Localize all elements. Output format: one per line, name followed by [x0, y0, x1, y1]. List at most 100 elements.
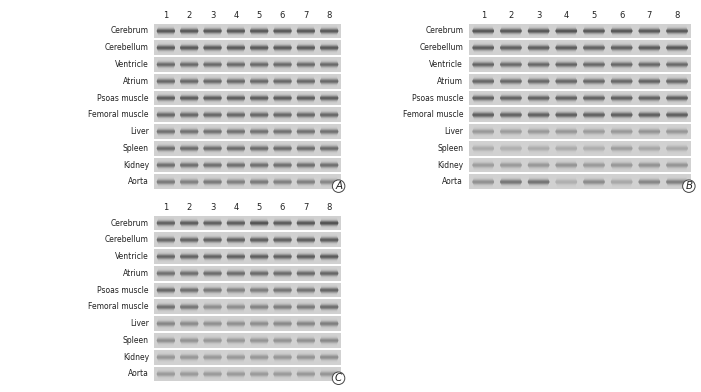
FancyBboxPatch shape — [501, 79, 521, 80]
FancyBboxPatch shape — [275, 320, 291, 321]
FancyBboxPatch shape — [228, 52, 244, 53]
FancyBboxPatch shape — [252, 42, 267, 43]
FancyBboxPatch shape — [502, 143, 520, 144]
FancyBboxPatch shape — [204, 32, 222, 33]
FancyBboxPatch shape — [275, 109, 290, 110]
FancyBboxPatch shape — [228, 252, 244, 253]
FancyBboxPatch shape — [557, 68, 576, 69]
FancyBboxPatch shape — [203, 222, 222, 223]
FancyBboxPatch shape — [322, 86, 337, 87]
FancyBboxPatch shape — [274, 130, 292, 131]
FancyBboxPatch shape — [298, 261, 313, 262]
FancyBboxPatch shape — [274, 371, 291, 372]
FancyBboxPatch shape — [158, 270, 174, 271]
FancyBboxPatch shape — [320, 183, 338, 184]
FancyBboxPatch shape — [180, 115, 198, 116]
FancyBboxPatch shape — [639, 162, 659, 163]
FancyBboxPatch shape — [557, 50, 576, 51]
FancyBboxPatch shape — [640, 178, 659, 179]
FancyBboxPatch shape — [320, 180, 338, 181]
FancyBboxPatch shape — [298, 276, 314, 277]
FancyBboxPatch shape — [252, 119, 267, 120]
FancyBboxPatch shape — [613, 176, 631, 177]
FancyBboxPatch shape — [556, 62, 576, 63]
FancyBboxPatch shape — [583, 180, 604, 181]
FancyBboxPatch shape — [321, 310, 337, 311]
FancyBboxPatch shape — [528, 29, 549, 30]
FancyBboxPatch shape — [585, 26, 604, 27]
FancyBboxPatch shape — [474, 26, 493, 27]
FancyBboxPatch shape — [557, 185, 576, 186]
FancyBboxPatch shape — [474, 145, 493, 146]
FancyBboxPatch shape — [205, 218, 220, 219]
FancyBboxPatch shape — [158, 25, 174, 26]
FancyBboxPatch shape — [181, 134, 197, 135]
FancyBboxPatch shape — [321, 162, 337, 163]
FancyBboxPatch shape — [298, 83, 314, 84]
FancyBboxPatch shape — [204, 258, 221, 259]
FancyBboxPatch shape — [250, 307, 268, 308]
FancyBboxPatch shape — [667, 82, 688, 83]
FancyBboxPatch shape — [158, 304, 174, 305]
FancyBboxPatch shape — [556, 29, 577, 30]
FancyBboxPatch shape — [501, 31, 522, 32]
FancyBboxPatch shape — [157, 79, 175, 80]
FancyBboxPatch shape — [205, 335, 220, 336]
FancyBboxPatch shape — [472, 80, 494, 81]
FancyBboxPatch shape — [228, 277, 244, 278]
FancyBboxPatch shape — [251, 225, 268, 226]
FancyBboxPatch shape — [667, 61, 686, 62]
FancyBboxPatch shape — [298, 345, 313, 346]
FancyBboxPatch shape — [502, 136, 520, 137]
FancyBboxPatch shape — [227, 63, 245, 64]
FancyBboxPatch shape — [583, 148, 605, 149]
FancyBboxPatch shape — [182, 345, 197, 346]
FancyBboxPatch shape — [320, 223, 338, 224]
FancyBboxPatch shape — [275, 102, 290, 103]
FancyBboxPatch shape — [182, 35, 197, 36]
FancyBboxPatch shape — [227, 66, 245, 67]
FancyBboxPatch shape — [182, 286, 197, 287]
FancyBboxPatch shape — [297, 307, 315, 308]
FancyBboxPatch shape — [528, 48, 550, 49]
FancyBboxPatch shape — [611, 97, 632, 98]
FancyBboxPatch shape — [228, 302, 244, 303]
FancyBboxPatch shape — [297, 79, 314, 80]
FancyBboxPatch shape — [275, 252, 290, 253]
FancyBboxPatch shape — [273, 222, 292, 223]
FancyBboxPatch shape — [668, 186, 686, 187]
Text: Cerebrum: Cerebrum — [425, 26, 463, 35]
FancyBboxPatch shape — [529, 110, 548, 111]
FancyBboxPatch shape — [501, 132, 522, 133]
FancyBboxPatch shape — [667, 116, 687, 117]
FancyBboxPatch shape — [500, 114, 522, 115]
FancyBboxPatch shape — [474, 168, 493, 169]
FancyBboxPatch shape — [251, 50, 267, 51]
FancyBboxPatch shape — [529, 136, 547, 137]
FancyBboxPatch shape — [557, 118, 576, 119]
FancyBboxPatch shape — [180, 257, 198, 258]
FancyBboxPatch shape — [529, 45, 549, 46]
FancyBboxPatch shape — [182, 277, 197, 278]
FancyBboxPatch shape — [321, 303, 337, 304]
FancyBboxPatch shape — [474, 136, 492, 137]
FancyBboxPatch shape — [320, 272, 338, 273]
FancyBboxPatch shape — [250, 221, 268, 222]
FancyBboxPatch shape — [528, 113, 549, 114]
FancyBboxPatch shape — [529, 129, 549, 130]
FancyBboxPatch shape — [321, 145, 337, 146]
FancyBboxPatch shape — [203, 114, 222, 115]
FancyBboxPatch shape — [205, 102, 220, 103]
FancyBboxPatch shape — [180, 80, 198, 81]
FancyBboxPatch shape — [321, 309, 337, 310]
FancyBboxPatch shape — [613, 76, 631, 77]
FancyBboxPatch shape — [320, 239, 339, 240]
FancyBboxPatch shape — [275, 343, 291, 344]
FancyBboxPatch shape — [158, 319, 174, 320]
FancyBboxPatch shape — [298, 225, 314, 226]
FancyBboxPatch shape — [556, 146, 576, 147]
FancyBboxPatch shape — [501, 100, 521, 101]
FancyBboxPatch shape — [557, 160, 576, 161]
FancyBboxPatch shape — [612, 184, 632, 185]
Text: 5: 5 — [257, 11, 262, 20]
